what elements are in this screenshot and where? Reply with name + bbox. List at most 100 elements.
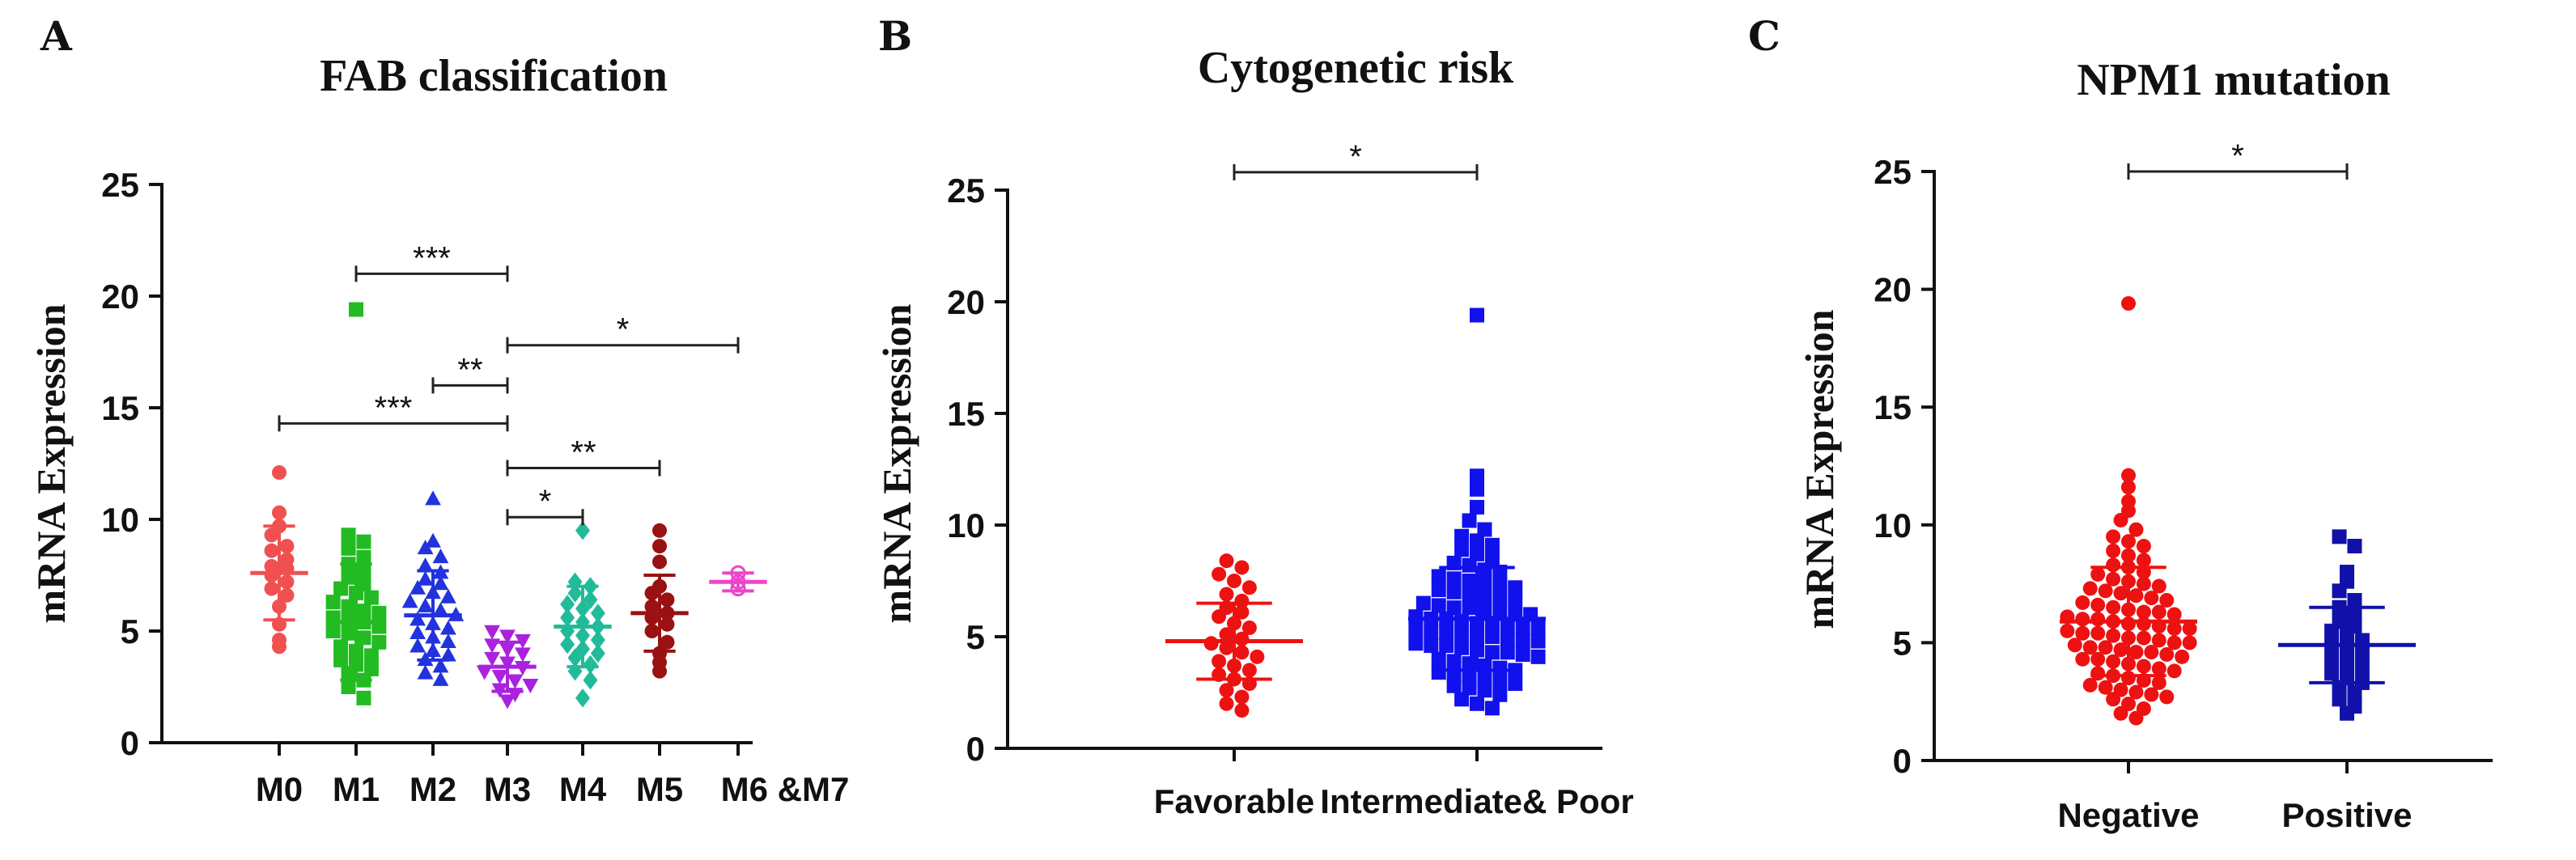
data-point (440, 588, 456, 604)
data-point (432, 575, 449, 591)
data-point (2324, 651, 2340, 667)
data-point (2324, 623, 2340, 638)
data-point (2136, 616, 2151, 632)
data-point (1454, 640, 1470, 655)
data-point (325, 624, 341, 638)
data-point (1477, 522, 1492, 537)
data-point (341, 666, 356, 681)
data-point (1250, 649, 1265, 664)
data-series-m1 (325, 302, 387, 705)
data-point (2090, 651, 2106, 667)
data-point (1477, 671, 1492, 687)
data-point (363, 590, 379, 605)
data-point (1477, 575, 1492, 591)
data-point (2144, 645, 2159, 660)
data-point (660, 592, 675, 608)
data-point (2106, 628, 2121, 643)
y-tick-label: 10 (1874, 506, 1912, 544)
data-point (1470, 533, 1484, 549)
y-tick-label: 5 (1893, 624, 1912, 662)
data-point (2347, 539, 2362, 554)
data-point (1234, 645, 1250, 660)
data-point (2128, 710, 2144, 726)
data-point (1492, 604, 1508, 620)
data-point (590, 643, 605, 663)
y-axis-label: mRNA Expression (1797, 309, 1842, 629)
significance-label: *** (413, 240, 451, 276)
data-point (341, 570, 356, 585)
data-point (1492, 674, 1508, 689)
data-point (341, 527, 356, 543)
y-tick-label: 20 (1874, 271, 1912, 309)
y-axis-label: mRNA Expression (28, 303, 74, 623)
data-point (2113, 586, 2128, 601)
y-tick-label: 0 (1893, 742, 1912, 780)
data-point (575, 688, 590, 708)
data-point (1424, 638, 1439, 654)
data-point (2060, 623, 2075, 638)
significance-label: ** (571, 435, 596, 471)
data-point (2075, 612, 2090, 627)
data-point (1515, 647, 1530, 663)
y-axis-label: mRNA Expression (874, 303, 919, 623)
data-point (2090, 625, 2106, 641)
x-tick-label: M4 (559, 770, 607, 808)
data-series-m5 (630, 523, 689, 679)
data-point (1508, 593, 1523, 608)
data-point (1454, 542, 1470, 557)
data-point (341, 625, 356, 641)
data-point (2136, 576, 2151, 591)
data-point (425, 532, 441, 548)
data-point (2090, 597, 2106, 612)
y-tick-label: 25 (947, 172, 985, 210)
data-point (1454, 627, 1470, 642)
data-point (476, 665, 493, 680)
data-point (417, 540, 434, 555)
data-point (2106, 529, 2121, 544)
data-point (1212, 566, 1227, 582)
significance-label: * (617, 312, 630, 348)
data-point (583, 655, 598, 675)
data-point (333, 652, 349, 667)
data-point (2151, 604, 2166, 620)
data-point (1219, 683, 1234, 698)
data-point (2106, 599, 2121, 615)
data-point (2151, 633, 2166, 648)
data-point (2106, 654, 2121, 669)
data-point (417, 664, 434, 680)
data-point (1477, 683, 1492, 698)
data-point (1415, 595, 1431, 611)
data-point (2182, 635, 2197, 650)
data-point (1454, 528, 1470, 544)
data-point (1439, 625, 1454, 640)
data-point (2121, 296, 2136, 311)
data-point (356, 534, 371, 549)
data-point (652, 554, 667, 570)
data-point (2121, 534, 2136, 549)
data-point (2166, 607, 2182, 622)
significance-label: * (2231, 138, 2244, 174)
data-point (440, 633, 456, 648)
data-point (325, 595, 341, 610)
data-point (1241, 663, 1257, 678)
chart-panel-c: C NPM1 mutation mRNA Expression 0 5 10 15 20 25 N… (1748, 12, 2493, 834)
data-point (2106, 557, 2121, 573)
data-point (1508, 676, 1523, 691)
chart-panel-a: A FAB classification mRNA Expression 0 5 10 15… (28, 12, 849, 808)
data-point (590, 630, 605, 650)
x-tick-label: Positive (2281, 796, 2412, 834)
data-point (1439, 638, 1454, 654)
x-tick-label: M3 (484, 770, 531, 808)
data-point (2113, 642, 2128, 658)
data-point (333, 581, 349, 596)
significance-label: * (1349, 139, 1362, 175)
y-tick-label: 25 (1874, 153, 1912, 191)
x-tick-label: Favorable (1154, 782, 1314, 820)
data-point (2082, 677, 2098, 693)
data-point (499, 694, 516, 710)
data-point (1212, 654, 1227, 669)
data-point (264, 543, 279, 558)
significance-bracket: *** (278, 390, 509, 432)
data-point (401, 593, 418, 608)
data-point (2159, 689, 2175, 705)
